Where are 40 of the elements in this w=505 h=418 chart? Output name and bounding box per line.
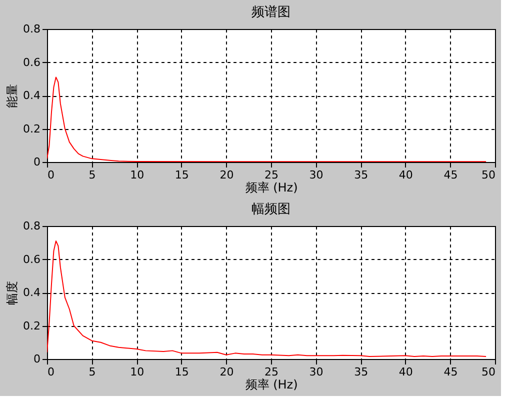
x-tick-label: 50 xyxy=(482,366,496,378)
chart-title: 频谱图 xyxy=(252,5,290,20)
x-axis-title: 频率 (Hz) xyxy=(245,378,298,392)
x-tick-label: 40 xyxy=(398,366,413,378)
chart-title: 幅频图 xyxy=(252,202,290,217)
y-tick-label: 0.8 xyxy=(23,22,40,36)
line-series xyxy=(47,76,487,162)
x-tick-label: 25 xyxy=(264,366,278,378)
y-tick-label: 0.6 xyxy=(23,252,40,266)
x-tick-label: 10 xyxy=(130,366,144,378)
x-tick-label: 35 xyxy=(354,168,368,182)
x-tick-label: 45 xyxy=(444,168,458,182)
y-tick-label: 0.4 xyxy=(23,89,40,102)
x-tick-label: 50 xyxy=(482,168,496,182)
y-tick-label: 0.2 xyxy=(23,319,40,332)
x-tick-label: 5 xyxy=(88,168,96,182)
y-tick-label: 0.4 xyxy=(23,286,40,299)
y-tick-label: 0.2 xyxy=(23,122,40,136)
y-tick-label: 0 xyxy=(34,352,40,366)
y-tick-label: 0 xyxy=(34,156,40,168)
x-tick-label: 0 xyxy=(48,168,54,182)
y-axis-title: 幅度 xyxy=(5,281,20,305)
y-axis-title: 能量 xyxy=(5,84,20,108)
x-tick-label: 30 xyxy=(309,168,324,182)
y-tick-label: 0.8 xyxy=(23,220,40,232)
x-tick-label: 40 xyxy=(398,168,413,182)
x-tick-label: 0 xyxy=(48,366,54,378)
line-series xyxy=(47,240,487,358)
x-tick-label: 20 xyxy=(220,168,234,182)
y-tick-label: 0.6 xyxy=(23,56,40,69)
x-axis-title: 频率 (Hz) xyxy=(245,180,298,194)
x-tick-label: 25 xyxy=(264,168,278,182)
x-tick-label: 5 xyxy=(88,366,96,378)
x-tick-label: 45 xyxy=(444,366,458,378)
x-tick-label: 15 xyxy=(174,168,189,182)
x-tick-label: 20 xyxy=(220,366,234,378)
x-tick-label: 35 xyxy=(354,366,368,378)
x-tick-label: 15 xyxy=(174,366,189,378)
x-tick-label: 10 xyxy=(130,168,144,182)
x-tick-label: 30 xyxy=(309,366,324,378)
